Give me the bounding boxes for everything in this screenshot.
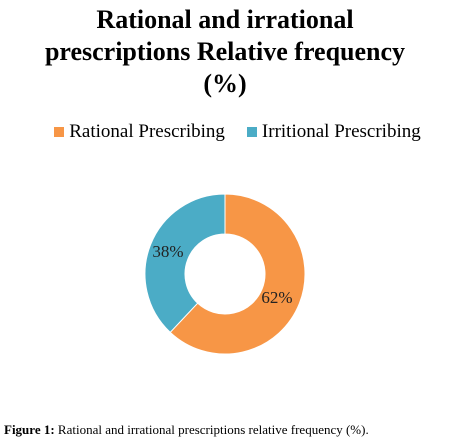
chart-title-line-1: Rational and irrational bbox=[96, 5, 354, 34]
chart-title: Rational and irrational prescriptions Re… bbox=[0, 4, 450, 100]
figure-caption-text: Rational and irrational prescriptions re… bbox=[54, 422, 369, 437]
figure-caption: Figure 1: Rational and irrational prescr… bbox=[4, 421, 369, 439]
legend-label-rational: Rational Prescribing bbox=[69, 121, 225, 142]
donut-slice-rational bbox=[169, 193, 306, 355]
legend-swatch-irrational bbox=[246, 127, 257, 137]
legend-swatch-rational bbox=[54, 127, 65, 137]
chart-title-line-3: (%) bbox=[203, 69, 247, 98]
figure-caption-prefix: Figure 1: bbox=[4, 422, 55, 437]
data-label-irrational: 38% bbox=[152, 242, 183, 261]
legend-label-irrational: Irritional Prescribing bbox=[261, 121, 421, 142]
donut-slice-irrational bbox=[144, 193, 226, 334]
data-label-rational: 62% bbox=[261, 288, 292, 307]
chart-legend: Rational Prescribing Irritional Prescrib… bbox=[0, 120, 475, 144]
legend-item-irrational: Irritional Prescribing bbox=[246, 120, 421, 144]
chart-title-line-2: prescriptions Relative frequency bbox=[44, 37, 406, 66]
legend-item-rational: Rational Prescribing bbox=[54, 120, 225, 144]
